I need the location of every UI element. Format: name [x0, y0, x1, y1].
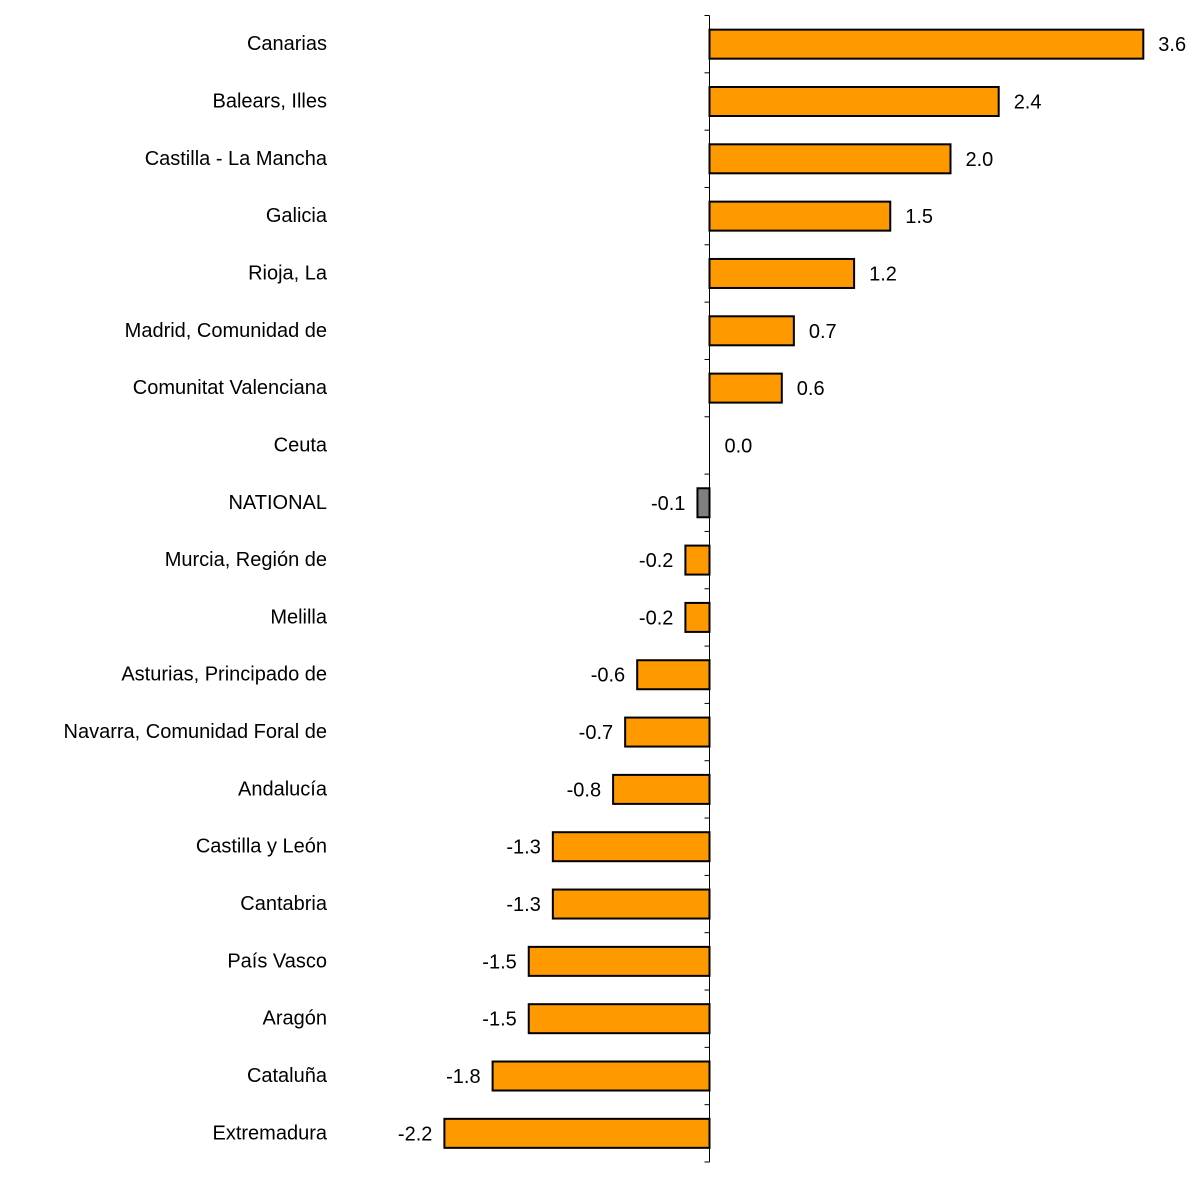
value-label: -1.8 [446, 1066, 480, 1088]
bar-9 [684, 544, 711, 576]
bar-13 [612, 773, 711, 805]
bar-0 [708, 28, 1145, 60]
bar-11 [636, 659, 711, 691]
value-label: -1.5 [482, 951, 516, 973]
value-label: -1.3 [506, 894, 540, 916]
value-label: -2.2 [398, 1123, 432, 1145]
bar-18 [491, 1060, 711, 1092]
bar-3 [708, 200, 892, 232]
value-label: -0.6 [591, 665, 625, 687]
category-label: NATIONAL [228, 492, 327, 514]
bars-group [443, 28, 1145, 1149]
value-label: 0.0 [725, 435, 753, 457]
value-label: -0.2 [639, 607, 673, 629]
category-label: Rioja, La [248, 262, 328, 284]
category-label: País Vasco [227, 950, 327, 972]
category-label: Aragón [263, 1008, 328, 1030]
category-label: Comunitat Valenciana [133, 377, 328, 399]
bar-10 [684, 601, 711, 633]
category-label: Cataluña [247, 1065, 328, 1087]
category-label: Canarias [247, 33, 327, 55]
bar-8 [696, 487, 711, 519]
bar-17 [527, 1003, 711, 1035]
value-label: 0.6 [797, 378, 825, 400]
bar-2 [708, 143, 952, 175]
category-labels: Canarias Balears, Illes Castilla - La Manc… [64, 33, 328, 1144]
bar-14 [551, 831, 711, 863]
bar-5 [708, 315, 795, 347]
category-label: Cantabria [240, 893, 328, 915]
bar-19 [443, 1117, 711, 1149]
value-label: 1.2 [869, 263, 897, 285]
bar-12 [624, 716, 711, 748]
bar-4 [708, 257, 856, 289]
bar-16 [527, 945, 711, 977]
value-labels: 3.6 2.4 2.0 1.5 1.2 0.7 0.6 0.0 -0.1 -0.2 -0.2 -0.6… [398, 34, 1186, 1145]
value-label: 1.5 [905, 206, 933, 228]
value-label: 2.0 [966, 149, 994, 171]
value-label: -0.2 [639, 550, 673, 572]
category-label: Castilla y León [196, 836, 327, 858]
value-label: 2.4 [1014, 91, 1042, 113]
category-label: Castilla - La Mancha [145, 148, 328, 170]
value-label: 0.7 [809, 321, 837, 343]
value-label: -0.7 [579, 722, 613, 744]
category-label: Extremadura [213, 1122, 328, 1144]
category-label: Navarra, Comunidad Foral de [64, 721, 327, 743]
bar-1 [708, 85, 1000, 117]
value-axis [704, 15, 710, 1163]
value-label: -0.1 [651, 493, 685, 515]
value-label: -1.3 [506, 837, 540, 859]
category-label: Melilla [270, 606, 328, 628]
value-label: -1.5 [482, 1009, 516, 1031]
category-label: Balears, Illes [213, 90, 328, 112]
value-label: 3.6 [1158, 34, 1186, 56]
category-label: Andalucía [238, 778, 328, 800]
category-label: Asturias, Principado de [121, 664, 327, 686]
bar-15 [551, 888, 711, 920]
category-label: Murcia, Región de [165, 549, 327, 571]
bar-6 [708, 372, 783, 404]
category-label: Ceuta [274, 434, 328, 456]
category-label: Galicia [266, 205, 328, 227]
value-label: -0.8 [567, 779, 601, 801]
category-label: Madrid, Comunidad de [125, 320, 327, 342]
